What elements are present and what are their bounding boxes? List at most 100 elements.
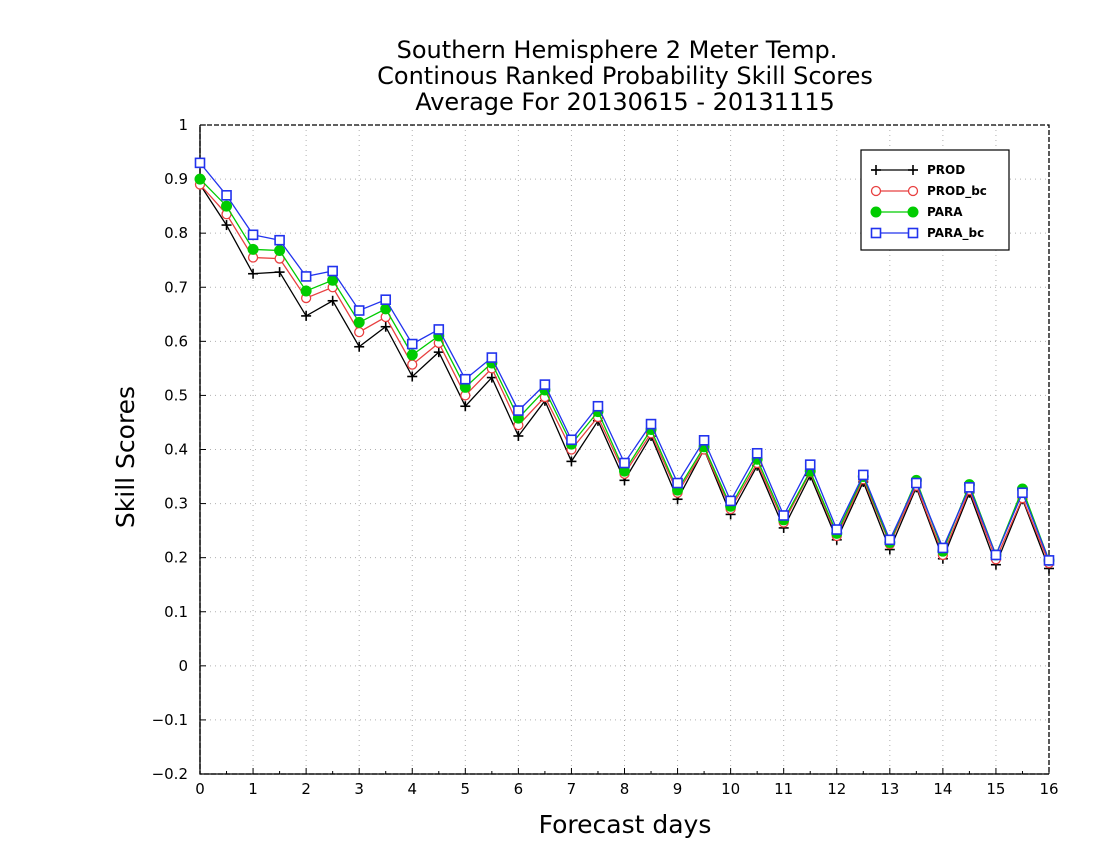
data-point-prod [566,456,577,467]
x-tick-label: 16 [1039,780,1058,798]
data-point-para [300,285,312,297]
series-area [194,157,1055,574]
y-tick-label: 0.9 [164,170,188,188]
title-line-1: Southern Hemisphere 2 Meter Temp. [397,36,838,64]
data-point-prod [354,341,365,352]
data-point-para [406,349,418,361]
data-point-para-bc [672,477,683,489]
data-point-para-bc [592,400,604,412]
data-point-prod [380,321,391,332]
y-tick-label: 0.1 [164,603,188,621]
data-point-para-bc [804,459,816,470]
y-tick-label: 0.7 [164,278,188,296]
data-point-para-bc [1043,555,1055,566]
axes: 0 1 2 3 4 5 6 7 8 9 10 11 12 13 14 15 16−0.2−0.100.10.20… [152,116,1059,798]
data-point-para-bc [433,324,445,335]
x-tick-label: 2 [301,780,311,798]
data-point-para-bc [645,418,657,430]
legend-marker [871,165,881,175]
data-point-para-bc [566,434,577,446]
legend: PROD PROD_bc PARA PARA_bc [860,149,1010,251]
data-point-para-bc [194,157,206,169]
data-point-para [274,244,286,256]
x-tick-label: 4 [407,780,417,798]
data-point-para-bc [486,352,498,363]
data-point-para-bc [937,542,949,554]
data-point-para-bc [274,234,285,246]
series-para-bc [194,157,1055,566]
y-tick-label: −0.2 [152,765,188,783]
data-point-para-bc [778,510,789,521]
y-tick-label: 0 [178,657,188,675]
x-tick-label: 8 [620,780,630,798]
y-tick-label: −0.1 [152,711,188,729]
legend-marker [908,165,918,175]
x-tick-label: 11 [774,780,793,798]
legend-item-prod: PROD [871,163,965,177]
y-tick-label: 0.5 [164,386,188,404]
data-point-para-bc [1017,487,1028,499]
y-tick-label: 0.2 [164,549,188,567]
grid [200,125,1049,774]
data-point-para [247,243,259,255]
x-tick-label: 12 [827,780,846,798]
data-point-para-bc [513,405,524,416]
y-axis-title: Skill Scores [111,386,140,528]
y-tick-label: 0.3 [164,495,188,513]
data-point-para-bc [911,477,922,489]
legend-label: PROD_bc [927,184,987,199]
data-point-para-bc [406,338,418,350]
data-point-prod [407,371,418,382]
x-tick-label: 14 [933,780,952,798]
data-point-para-bc [327,265,338,277]
data-point-para-bc [725,495,736,507]
legend-marker [907,185,919,197]
x-tick-label: 7 [567,780,577,798]
data-point-prod [301,310,312,321]
data-point-para-bc [698,435,710,446]
data-point-para-bc [353,305,365,316]
x-tick-label: 3 [354,780,364,798]
y-tick-label: 0.8 [164,224,188,242]
data-point-para-bc [619,457,630,469]
data-point-para [353,316,365,328]
x-tick-label: 1 [248,780,258,798]
data-point-para-bc [857,469,869,481]
x-axis-title: Forecast days [539,810,712,839]
data-point-prod [460,401,471,412]
data-point-prod-bc [407,359,418,370]
data-point-para-bc [751,447,763,459]
data-point-prod [513,430,524,441]
data-point-para-bc [300,271,312,282]
legend-marker [870,185,882,197]
title-line-3: Average For 20130615 - 20131115 [415,88,835,116]
data-point-prod [221,220,232,231]
legend-label: PARA_bc [927,226,984,241]
data-point-prod [486,372,497,383]
data-point-para-bc [247,229,259,241]
x-tick-label: 5 [461,780,471,798]
data-point-prod [327,295,338,306]
x-tick-label: 0 [195,780,205,798]
y-tick-label: 0.4 [164,441,188,459]
legend-label: PARA [927,205,963,219]
data-point-para [221,200,233,212]
data-point-para-bc [460,373,471,385]
y-tick-label: 0.6 [164,332,188,350]
data-point-para-bc [539,379,551,390]
x-tick-label: 9 [673,780,683,798]
legend-item-para: PARA [870,205,963,219]
chart-title: Southern Hemisphere 2 Meter Temp. Contin… [377,36,873,116]
x-tick-label: 13 [880,780,899,798]
legend-marker [907,206,919,218]
data-point-prod [274,267,285,278]
data-point-prod [248,268,259,279]
data-point-para-bc [884,534,896,546]
legend-marker [870,227,882,239]
data-point-prod-bc [354,326,365,338]
data-point-para-bc [221,190,232,201]
data-point-para-bc [964,482,975,493]
legend-marker [907,227,919,239]
y-tick-label: 1 [178,116,188,134]
